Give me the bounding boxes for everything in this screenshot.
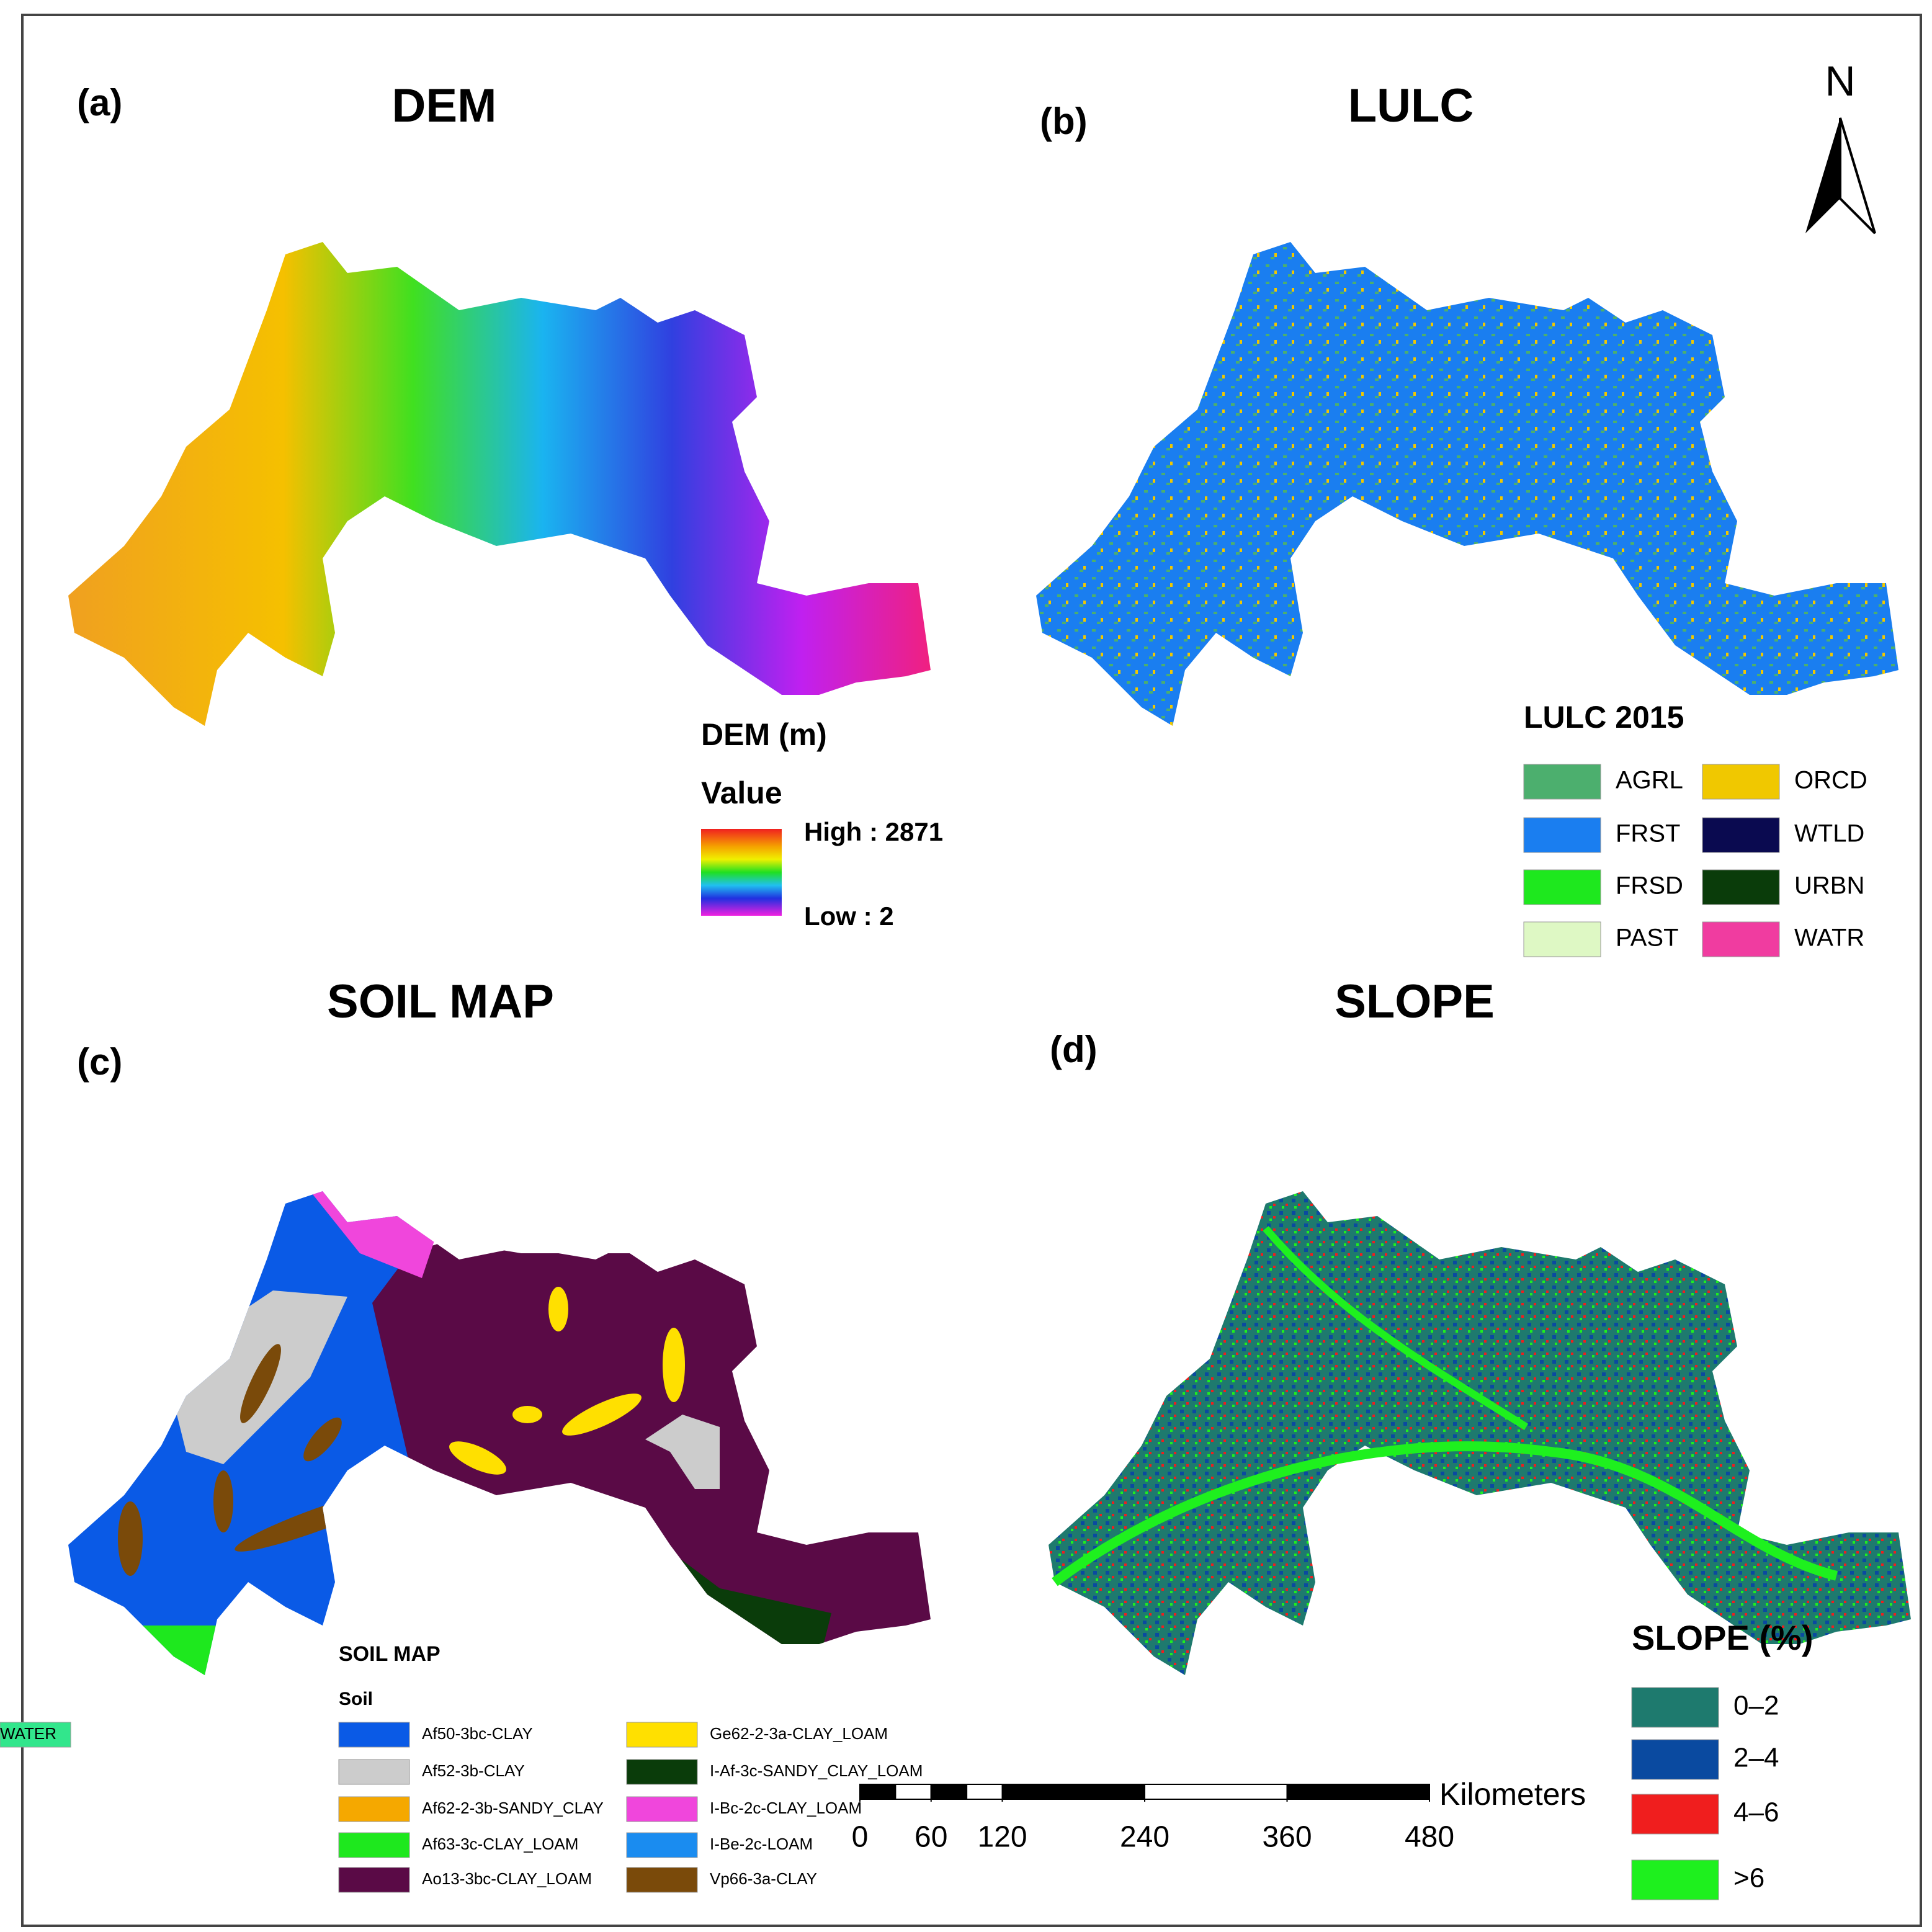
- legend-label: Af63-3c-CLAY_LOAM: [422, 1835, 578, 1853]
- legend-label: I-Be-2c-LOAM: [710, 1835, 813, 1853]
- legend-title: LULC 2015: [1524, 700, 1684, 735]
- north-arrow: N: [1805, 58, 1876, 235]
- legend-label: 0–2: [1733, 1691, 1779, 1721]
- legend-label: ORCD: [1794, 767, 1867, 794]
- legend-swatch: [1702, 869, 1780, 905]
- legend-swatch: [1702, 817, 1780, 853]
- legend-swatch: [626, 1722, 698, 1748]
- legend-swatch: [1631, 1859, 1719, 1900]
- scale-segment: [895, 1784, 932, 1800]
- scale-label: 0: [852, 1821, 869, 1854]
- scale-segment: [1001, 1784, 1145, 1800]
- legend-swatch: [626, 1832, 698, 1858]
- scale-label: 60: [915, 1821, 947, 1854]
- legend-swatch: [626, 1796, 698, 1822]
- legend-swatch: [338, 1796, 410, 1822]
- legend-title: SLOPE (%): [1632, 1618, 1813, 1657]
- scale-label: 480: [1405, 1821, 1454, 1854]
- legend-swatch: [0, 1722, 71, 1748]
- legend-swatch: [1631, 1687, 1719, 1728]
- color-ramp: [701, 829, 782, 916]
- panel-letter: (d): [1050, 1029, 1098, 1070]
- legend-label: FRST: [1616, 820, 1680, 847]
- scale-segment: [966, 1784, 1003, 1800]
- legend-label: PAST: [1616, 924, 1679, 952]
- legend-subtitle: Soil: [339, 1689, 373, 1709]
- legend-swatch: [338, 1722, 410, 1748]
- frame: [21, 14, 1922, 1927]
- legend-label: WATR: [1794, 924, 1864, 952]
- legend-label: Af52-3b-CLAY: [422, 1761, 525, 1780]
- legend-label: I-Af-3c-SANDY_CLAY_LOAM: [710, 1761, 923, 1780]
- legend-swatch: [338, 1759, 410, 1785]
- dem-map: [68, 242, 931, 726]
- panel-title: DEM: [392, 79, 497, 132]
- lulc-map: [1036, 242, 1898, 726]
- legend-label: URBN: [1794, 872, 1864, 900]
- legend-label: I-Bc-2c-CLAY_LOAM: [710, 1799, 862, 1817]
- legend-swatch: [1631, 1739, 1719, 1780]
- legend-subtitle: Value: [701, 776, 782, 810]
- legend-title: DEM (m): [701, 717, 827, 752]
- legend-label: AGRL: [1616, 767, 1683, 794]
- scale-segment: [1144, 1784, 1288, 1800]
- legend-swatch: [338, 1832, 410, 1858]
- legend-label: 2–4: [1733, 1743, 1779, 1773]
- legend-label: Af62-2-3b-SANDY_CLAY: [422, 1799, 604, 1817]
- panel-title: SOIL MAP: [327, 975, 554, 1028]
- scale-unit: Kilometers: [1439, 1777, 1586, 1812]
- scale-label: 120: [977, 1821, 1027, 1854]
- legend-low: Low : 2: [804, 901, 894, 931]
- panel-letter: (b): [1040, 101, 1088, 142]
- panel-title: SLOPE: [1335, 975, 1495, 1028]
- legend-label: 4–6: [1733, 1797, 1779, 1828]
- legend-swatch: [1702, 921, 1780, 957]
- scale-segment: [1286, 1784, 1430, 1800]
- legend-swatch: [626, 1867, 698, 1893]
- scale-segment: [859, 1784, 897, 1800]
- legend-swatch: [338, 1867, 410, 1893]
- legend-high: High : 2871: [804, 817, 943, 846]
- legend-swatch: [1523, 817, 1601, 853]
- north-label: N: [1825, 58, 1855, 105]
- legend-label: Af50-3bc-CLAY: [422, 1724, 533, 1743]
- legend-swatch: [1523, 921, 1601, 957]
- legend-swatch: [626, 1759, 698, 1785]
- scale-segment: [930, 1784, 968, 1800]
- legend-label: WATER: [0, 1724, 56, 1743]
- legend-swatch: [1702, 764, 1780, 800]
- legend-label: FRSD: [1616, 872, 1683, 900]
- panel-letter: (c): [77, 1041, 122, 1083]
- slope-map: [1049, 1191, 1911, 1675]
- panel-title: LULC: [1348, 79, 1474, 132]
- slope-stream: [1263, 1226, 1529, 1431]
- legend-swatch: [1631, 1794, 1719, 1835]
- legend-swatch: [1523, 764, 1601, 800]
- legend-label: >6: [1733, 1863, 1764, 1894]
- legend-label: Ao13-3bc-CLAY_LOAM: [422, 1869, 592, 1888]
- scale-bar: Kilometers 0 60 120 240 360 480: [852, 1777, 1586, 1853]
- legend-label: WTLD: [1794, 820, 1864, 847]
- panel-letter: (a): [77, 82, 122, 123]
- soil-map: [68, 1191, 931, 1675]
- scale-label: 360: [1262, 1821, 1312, 1854]
- slope-stream: [1052, 1441, 1838, 1586]
- legend-label: Ge62-2-3a-CLAY_LOAM: [710, 1724, 888, 1743]
- legend-swatch: [1523, 869, 1601, 905]
- legend-label: Vp66-3a-CLAY: [710, 1869, 817, 1888]
- scale-label: 240: [1120, 1821, 1169, 1854]
- dem-legend: DEM (m) Value High : 2871 Low : 2: [701, 717, 943, 931]
- legend-title: SOIL MAP: [339, 1642, 441, 1666]
